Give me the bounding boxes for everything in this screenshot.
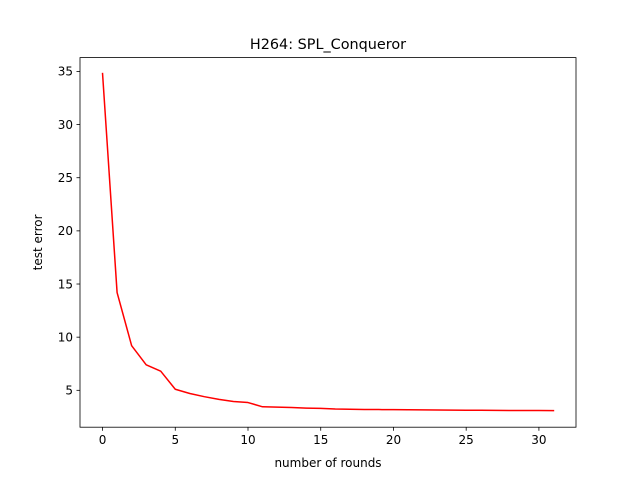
x-tick-label: 20 xyxy=(386,433,401,447)
y-tick-label: 5 xyxy=(65,384,73,398)
x-axis-label: number of rounds xyxy=(274,456,381,470)
x-tick-label: 25 xyxy=(459,433,474,447)
x-tick-label: 15 xyxy=(313,433,328,447)
y-tick-label: 35 xyxy=(58,65,73,79)
y-tick-label: 15 xyxy=(58,277,73,291)
plot-area xyxy=(101,72,555,412)
y-tick-label: 30 xyxy=(58,118,73,132)
axes-frame xyxy=(79,57,577,428)
series-line xyxy=(101,72,555,412)
x-tick-label: 10 xyxy=(240,433,255,447)
y-tick-label: 20 xyxy=(58,224,73,238)
x-tick-label: 30 xyxy=(531,433,546,447)
y-axis-label: test error xyxy=(31,214,45,270)
chart-title: H264: SPL_Conqueror xyxy=(250,37,406,53)
y-tick-label: 10 xyxy=(58,330,73,344)
x-axis: 0 5 10 15 20 25 30 xyxy=(99,427,547,447)
y-axis: 5 10 15 20 25 30 35 xyxy=(58,65,80,398)
x-tick-label: 5 xyxy=(171,433,179,447)
x-tick-label: 0 xyxy=(99,433,107,447)
y-tick-label: 25 xyxy=(58,171,73,185)
